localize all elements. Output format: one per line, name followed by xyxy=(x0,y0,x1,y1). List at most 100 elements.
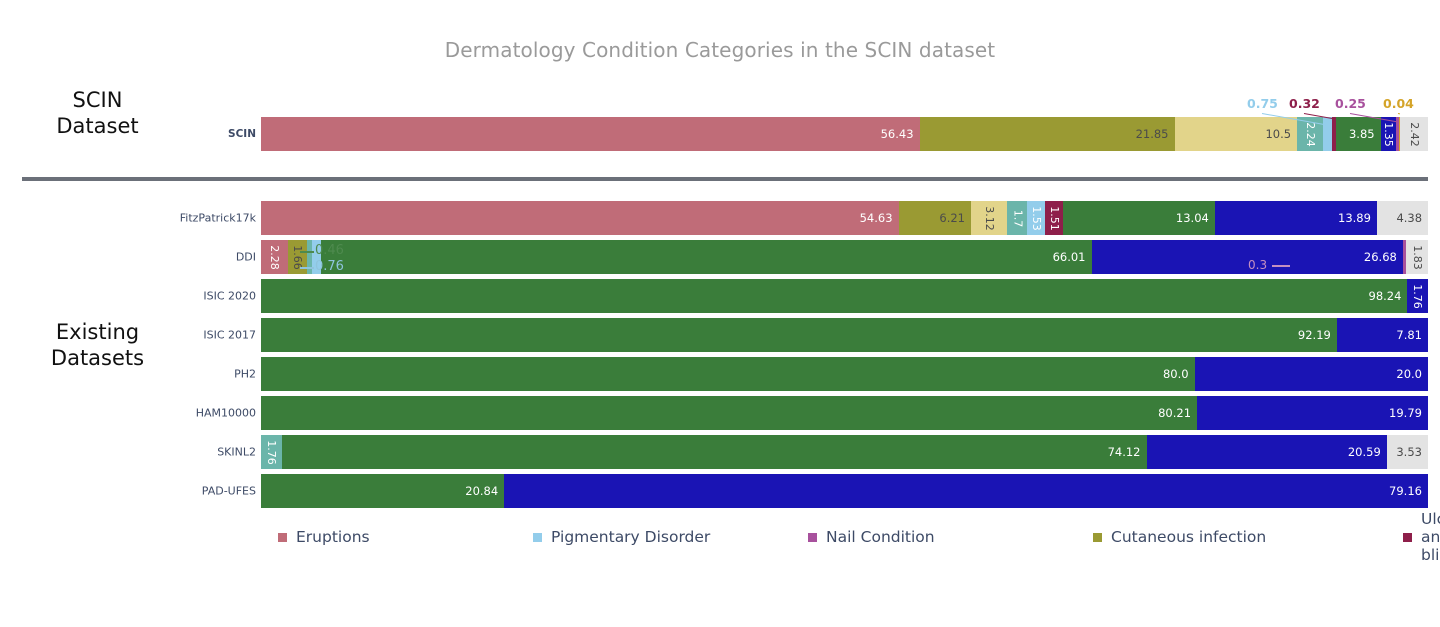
legend-swatch-icon xyxy=(533,532,542,542)
bar-segment: 0.32 xyxy=(1331,117,1336,151)
stacked-bar: 20.84 79.16 xyxy=(261,474,1428,508)
bar-segment: 74.12 xyxy=(281,435,1147,469)
legend-item[interactable]: Nail Condition xyxy=(808,524,1093,550)
bar-segment-value: 1.7 xyxy=(1010,209,1024,227)
bar-row: SKINL2 1.76 74.12 20.59 3.53 xyxy=(217,435,1428,469)
bar-segment: 3.53 xyxy=(1386,435,1428,469)
legend-item[interactable]: Cutaneous infection xyxy=(1093,524,1403,550)
bar-segment: 7.81 xyxy=(1336,318,1428,352)
bar-segment: 3.12 xyxy=(971,201,1008,235)
bar-segment-value: 20.59 xyxy=(1347,445,1381,459)
bar-segment-value: 54.63 xyxy=(859,211,893,225)
bar-row: ISIC 2017 92.19 7.81 xyxy=(203,318,1428,352)
bar-row: ISIC 2020 98.24 1.76 xyxy=(203,279,1428,313)
bar-segment-value: 26.68 xyxy=(1363,250,1397,264)
bar-segment-value: 1.51 xyxy=(1047,205,1061,231)
bar-row-label: SKINL2 xyxy=(217,445,256,459)
bar-segment-value: 79.16 xyxy=(1389,484,1422,498)
segment-callout: 0.25 xyxy=(1335,96,1366,111)
legend-label: Cutaneous infection xyxy=(1111,528,1267,546)
callout-leader-line xyxy=(300,267,314,269)
bar-segment: 0.75 xyxy=(1323,117,1332,151)
bar-segment-value: 1.76 xyxy=(1411,283,1425,309)
page-title: Dermatology Condition Categories in the … xyxy=(444,38,996,62)
bar-segment: 6.21 xyxy=(898,201,971,235)
bar-row: PAD-UFES 20.84 79.16 xyxy=(202,474,1428,508)
legend-swatch-icon xyxy=(808,532,817,542)
legend-item[interactable]: Eruptions xyxy=(278,524,533,550)
legend-label: Eruptions xyxy=(296,528,370,546)
callout-leader-line xyxy=(1272,265,1290,267)
legend-item[interactable]: Pigmentary Disorder xyxy=(533,524,808,550)
bar-row: PH2 80.0 20.0 xyxy=(234,357,1428,391)
bar-segment-value: 10.5 xyxy=(1265,127,1292,141)
bar-segment: 1.83 xyxy=(1406,240,1428,274)
bar-segment-value: 80.21 xyxy=(1158,406,1192,420)
bar-segment-value: 3.53 xyxy=(1396,445,1422,459)
bar-segment: 10.5 xyxy=(1174,117,1298,151)
bar-row-label: FitzPatrick17k xyxy=(179,211,256,225)
bar-segment: 13.89 xyxy=(1214,201,1377,235)
bar-row: FitzPatrick17k 54.63 6.21 3.12 1.7 1.53 1.51 13… xyxy=(180,201,1429,235)
segment-callout: 0.46 xyxy=(315,243,344,258)
bar-segment-value: 2.24 xyxy=(1303,121,1317,147)
bar-segment: 1.66 xyxy=(287,240,307,274)
bar-segment-value: 80.0 xyxy=(1162,367,1189,381)
bar-segment-value: 13.04 xyxy=(1175,211,1209,225)
legend-item[interactable]: Ulcers and blisters xyxy=(1403,510,1440,564)
bar-segment: 1.51 xyxy=(1045,201,1063,235)
stacked-bar: 2.28 1.66 0.460.7666.01 26.68 0.3 1.83 xyxy=(261,240,1428,274)
callout-leader-line xyxy=(1397,113,1400,115)
bar-segment: 3.85 xyxy=(1335,117,1381,151)
bar-segment: 66.01 xyxy=(321,240,1092,274)
legend-swatch-icon xyxy=(1403,532,1412,542)
chart-legend: Eruptions Pigmentary Disorder Nail Conditi… xyxy=(278,510,1440,564)
group-label-existing-line1: Existing xyxy=(55,320,140,344)
segment-callout: 0.04 xyxy=(1383,96,1414,111)
bar-segment-value: 74.12 xyxy=(1107,445,1141,459)
bar-segment: 1.7 xyxy=(1007,201,1028,235)
bar-segment: 0.76 xyxy=(312,240,322,274)
bar-row-label: ISIC 2017 xyxy=(203,328,256,342)
legend-swatch-icon xyxy=(278,532,287,542)
bar-segment-value: 3.85 xyxy=(1348,127,1375,141)
bar-segment: 1.76 xyxy=(1407,279,1428,313)
segment-callout: 0.3 xyxy=(1248,258,1268,272)
bar-segment: 13.04 xyxy=(1062,201,1215,235)
legend-swatch-icon xyxy=(1093,532,1102,542)
bar-row-label: PAD-UFES xyxy=(201,484,256,498)
bar-segment-value: 21.85 xyxy=(1135,127,1169,141)
bar-segment-value: 6.21 xyxy=(939,211,965,225)
bar-segment: 19.79 xyxy=(1197,396,1428,430)
bar-segment-value: 20.84 xyxy=(465,484,499,498)
group-label-scin-line1: SCIN xyxy=(72,88,123,112)
stacked-bar: 54.63 6.21 3.12 1.7 1.53 1.51 13.04 13.89 4.38 xyxy=(261,201,1429,235)
bar-segment-value: 1.83 xyxy=(1410,244,1424,270)
bar-row-label: PH2 xyxy=(234,367,256,381)
bar-segment: 56.43 xyxy=(261,117,920,151)
bar-segment: 1.53 xyxy=(1027,201,1046,235)
stacked-bar: 98.24 1.76 xyxy=(261,279,1428,313)
bar-segment: 54.63 xyxy=(261,201,899,235)
legend-label: Nail Condition xyxy=(826,528,935,546)
group-label-existing-line2: Datasets xyxy=(50,345,145,370)
bar-segment-value: 92.19 xyxy=(1297,328,1331,342)
group-label-existing: Existing Datasets xyxy=(10,320,185,371)
bar-segment: 80.21 xyxy=(261,396,1198,430)
bar-segment: 80.0 xyxy=(261,357,1195,391)
segment-callout: 0.75 xyxy=(1247,96,1278,111)
bar-segment-value: 19.79 xyxy=(1389,406,1422,420)
bar-segment: 26.68 xyxy=(1091,240,1403,274)
bar-segment-value: 20.0 xyxy=(1396,367,1422,381)
bar-segment: 20.0 xyxy=(1194,357,1428,391)
bar-row-label: HAM10000 xyxy=(195,406,256,420)
bar-segment: 1.76 xyxy=(261,435,282,469)
stacked-bar: 80.0 20.0 xyxy=(261,357,1428,391)
bar-segment-value: 1.53 xyxy=(1029,205,1043,231)
bar-segment: 1.35 xyxy=(1380,117,1397,151)
bar-segment-value: 2.28 xyxy=(267,244,281,270)
stacked-bar: 92.19 7.81 xyxy=(261,318,1428,352)
bar-segment-value: 1.35 xyxy=(1381,121,1395,147)
